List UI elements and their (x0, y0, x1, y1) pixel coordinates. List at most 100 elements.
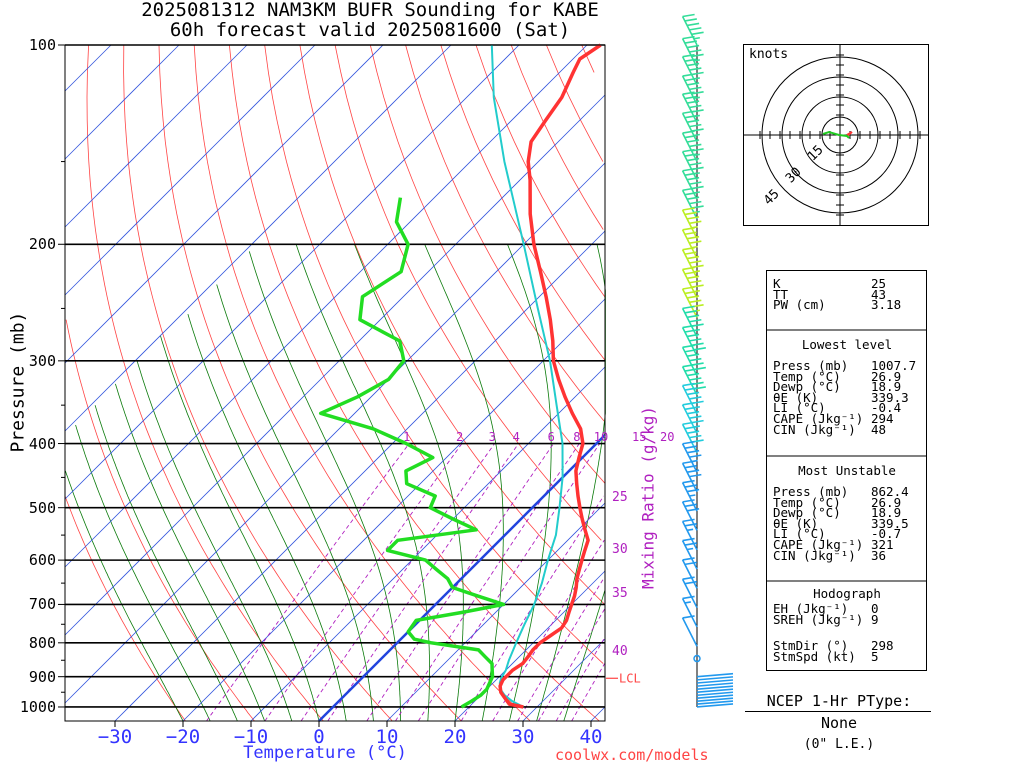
wind-barb (681, 286, 704, 318)
mixing-ratio-label: 35 (612, 586, 628, 602)
x-tick-label: 10 (375, 726, 399, 748)
dry-adiabat (475, 44, 606, 297)
mixing-ratio-label: 30 (612, 542, 628, 558)
wind-barb (696, 688, 734, 694)
index-value: -0.7 (871, 526, 902, 542)
index-value: 321 (871, 537, 894, 552)
index-label: StmDir (°) (773, 638, 849, 653)
y-tick-label: 700 (28, 595, 56, 614)
x-tick-label: 40 (579, 726, 603, 748)
mixing-ratio-label: 1 (403, 429, 411, 444)
temperature-trace (498, 43, 602, 709)
y-axis-label: Pressure (mb) (7, 311, 29, 453)
index-value: 26.9 (871, 368, 902, 384)
wind-barb (696, 676, 734, 681)
index-value: 48 (871, 421, 887, 437)
wind-barb (681, 13, 704, 46)
dry-adiabat (369, 44, 606, 484)
index-value: 339.3 (871, 389, 909, 405)
dry-adiabat (64, 495, 186, 722)
wind-barb (681, 595, 698, 628)
index-label: PW (cm) (773, 297, 826, 313)
dry-adiabat (65, 319, 255, 722)
wind-barb (681, 440, 702, 473)
y-tick-label: 600 (28, 551, 56, 570)
index-label: Press (mb) (773, 484, 849, 499)
dry-adiabat (264, 44, 604, 664)
moist-adiabat (94, 405, 238, 722)
mixing-ratio-axis-label: Mixing Ratio (g/kg) (638, 405, 658, 590)
index-value: 294 (871, 411, 894, 426)
index-value: 18.9 (871, 505, 902, 521)
x-tick-label: −20 (165, 726, 201, 748)
wind-barb (681, 576, 698, 609)
dry-adiabat (158, 44, 462, 722)
moist-adiabat (187, 313, 347, 722)
wind-barb (681, 557, 698, 589)
wind-barb (681, 207, 702, 239)
wind-barb (681, 130, 704, 162)
index-label: K (773, 276, 781, 291)
dry-adiabat (581, 44, 595, 73)
mixing-ratio-label: 40 (612, 643, 628, 659)
wind-barb (696, 703, 734, 708)
isotherm (64, 94, 606, 636)
dry-adiabat (229, 44, 600, 722)
index-label: Press (mb) (773, 358, 849, 373)
mixing-ratio-label: 2 (455, 429, 464, 444)
index-label: Dewp (°C) (773, 505, 841, 521)
ptype-value: None (820, 714, 858, 732)
x-tick-label: 0 (313, 726, 325, 748)
y-tick-label: 400 (28, 434, 56, 453)
section-header: Most Unstable (798, 463, 896, 478)
index-label: θE (K) (773, 389, 819, 405)
index-value: 862.4 (871, 484, 909, 499)
dry-adiabats (64, 44, 606, 722)
index-label: EH (Jkg⁻¹) (773, 601, 849, 616)
isotherm (250, 366, 606, 722)
index-label: Temp (°C) (773, 494, 841, 510)
y-tick-label: 800 (28, 633, 56, 652)
index-label: θE (K) (773, 515, 819, 531)
wind-barb (693, 654, 701, 663)
y-tick-label: 200 (28, 235, 56, 254)
mixing-ratio-line (417, 443, 601, 722)
index-label: LI (°C) (773, 526, 826, 542)
x-axis-label: Temperature (°C) (243, 743, 407, 763)
wind-barb (681, 35, 704, 68)
plot-frame (64, 44, 606, 722)
wind-barb (681, 499, 700, 531)
index-value: 36 (871, 547, 887, 563)
moist-adiabat (216, 284, 374, 722)
wind-barb (696, 694, 734, 700)
mixing-ratio-lines (206, 443, 606, 722)
chart-subtitle: 60h forecast valid 2025081600 (Sat) (169, 19, 571, 41)
dewpoint-line (318, 197, 506, 709)
mixing-ratio-line (395, 443, 580, 722)
index-value: -0.4 (871, 400, 902, 416)
lcl-text: LCL (619, 671, 641, 685)
moist-adiabat (563, 589, 606, 722)
dry-adiabat (123, 44, 393, 722)
hodograph-units: knots (749, 47, 789, 62)
index-label: LI (°C) (773, 400, 826, 416)
wind-barb (696, 700, 734, 705)
y-ticks (58, 44, 65, 708)
mixing-ratio-line (460, 495, 605, 722)
wind-barb (681, 73, 704, 105)
wind-barb (696, 682, 734, 687)
wind-barb (696, 679, 734, 684)
parcel-trace (490, 44, 564, 708)
mixing-ratio-line (538, 608, 606, 722)
isotherm (64, 44, 452, 432)
y-tick-label: 100 (28, 36, 56, 54)
wind-barb (696, 685, 734, 690)
x-tick-label: −30 (97, 726, 133, 748)
dry-adiabat (405, 44, 605, 422)
wind-barb (696, 672, 734, 678)
index-value: 43 (871, 286, 887, 302)
parcel-line (490, 44, 564, 708)
y-tick-label: 300 (28, 351, 56, 370)
mixing-ratio-line (300, 443, 495, 722)
